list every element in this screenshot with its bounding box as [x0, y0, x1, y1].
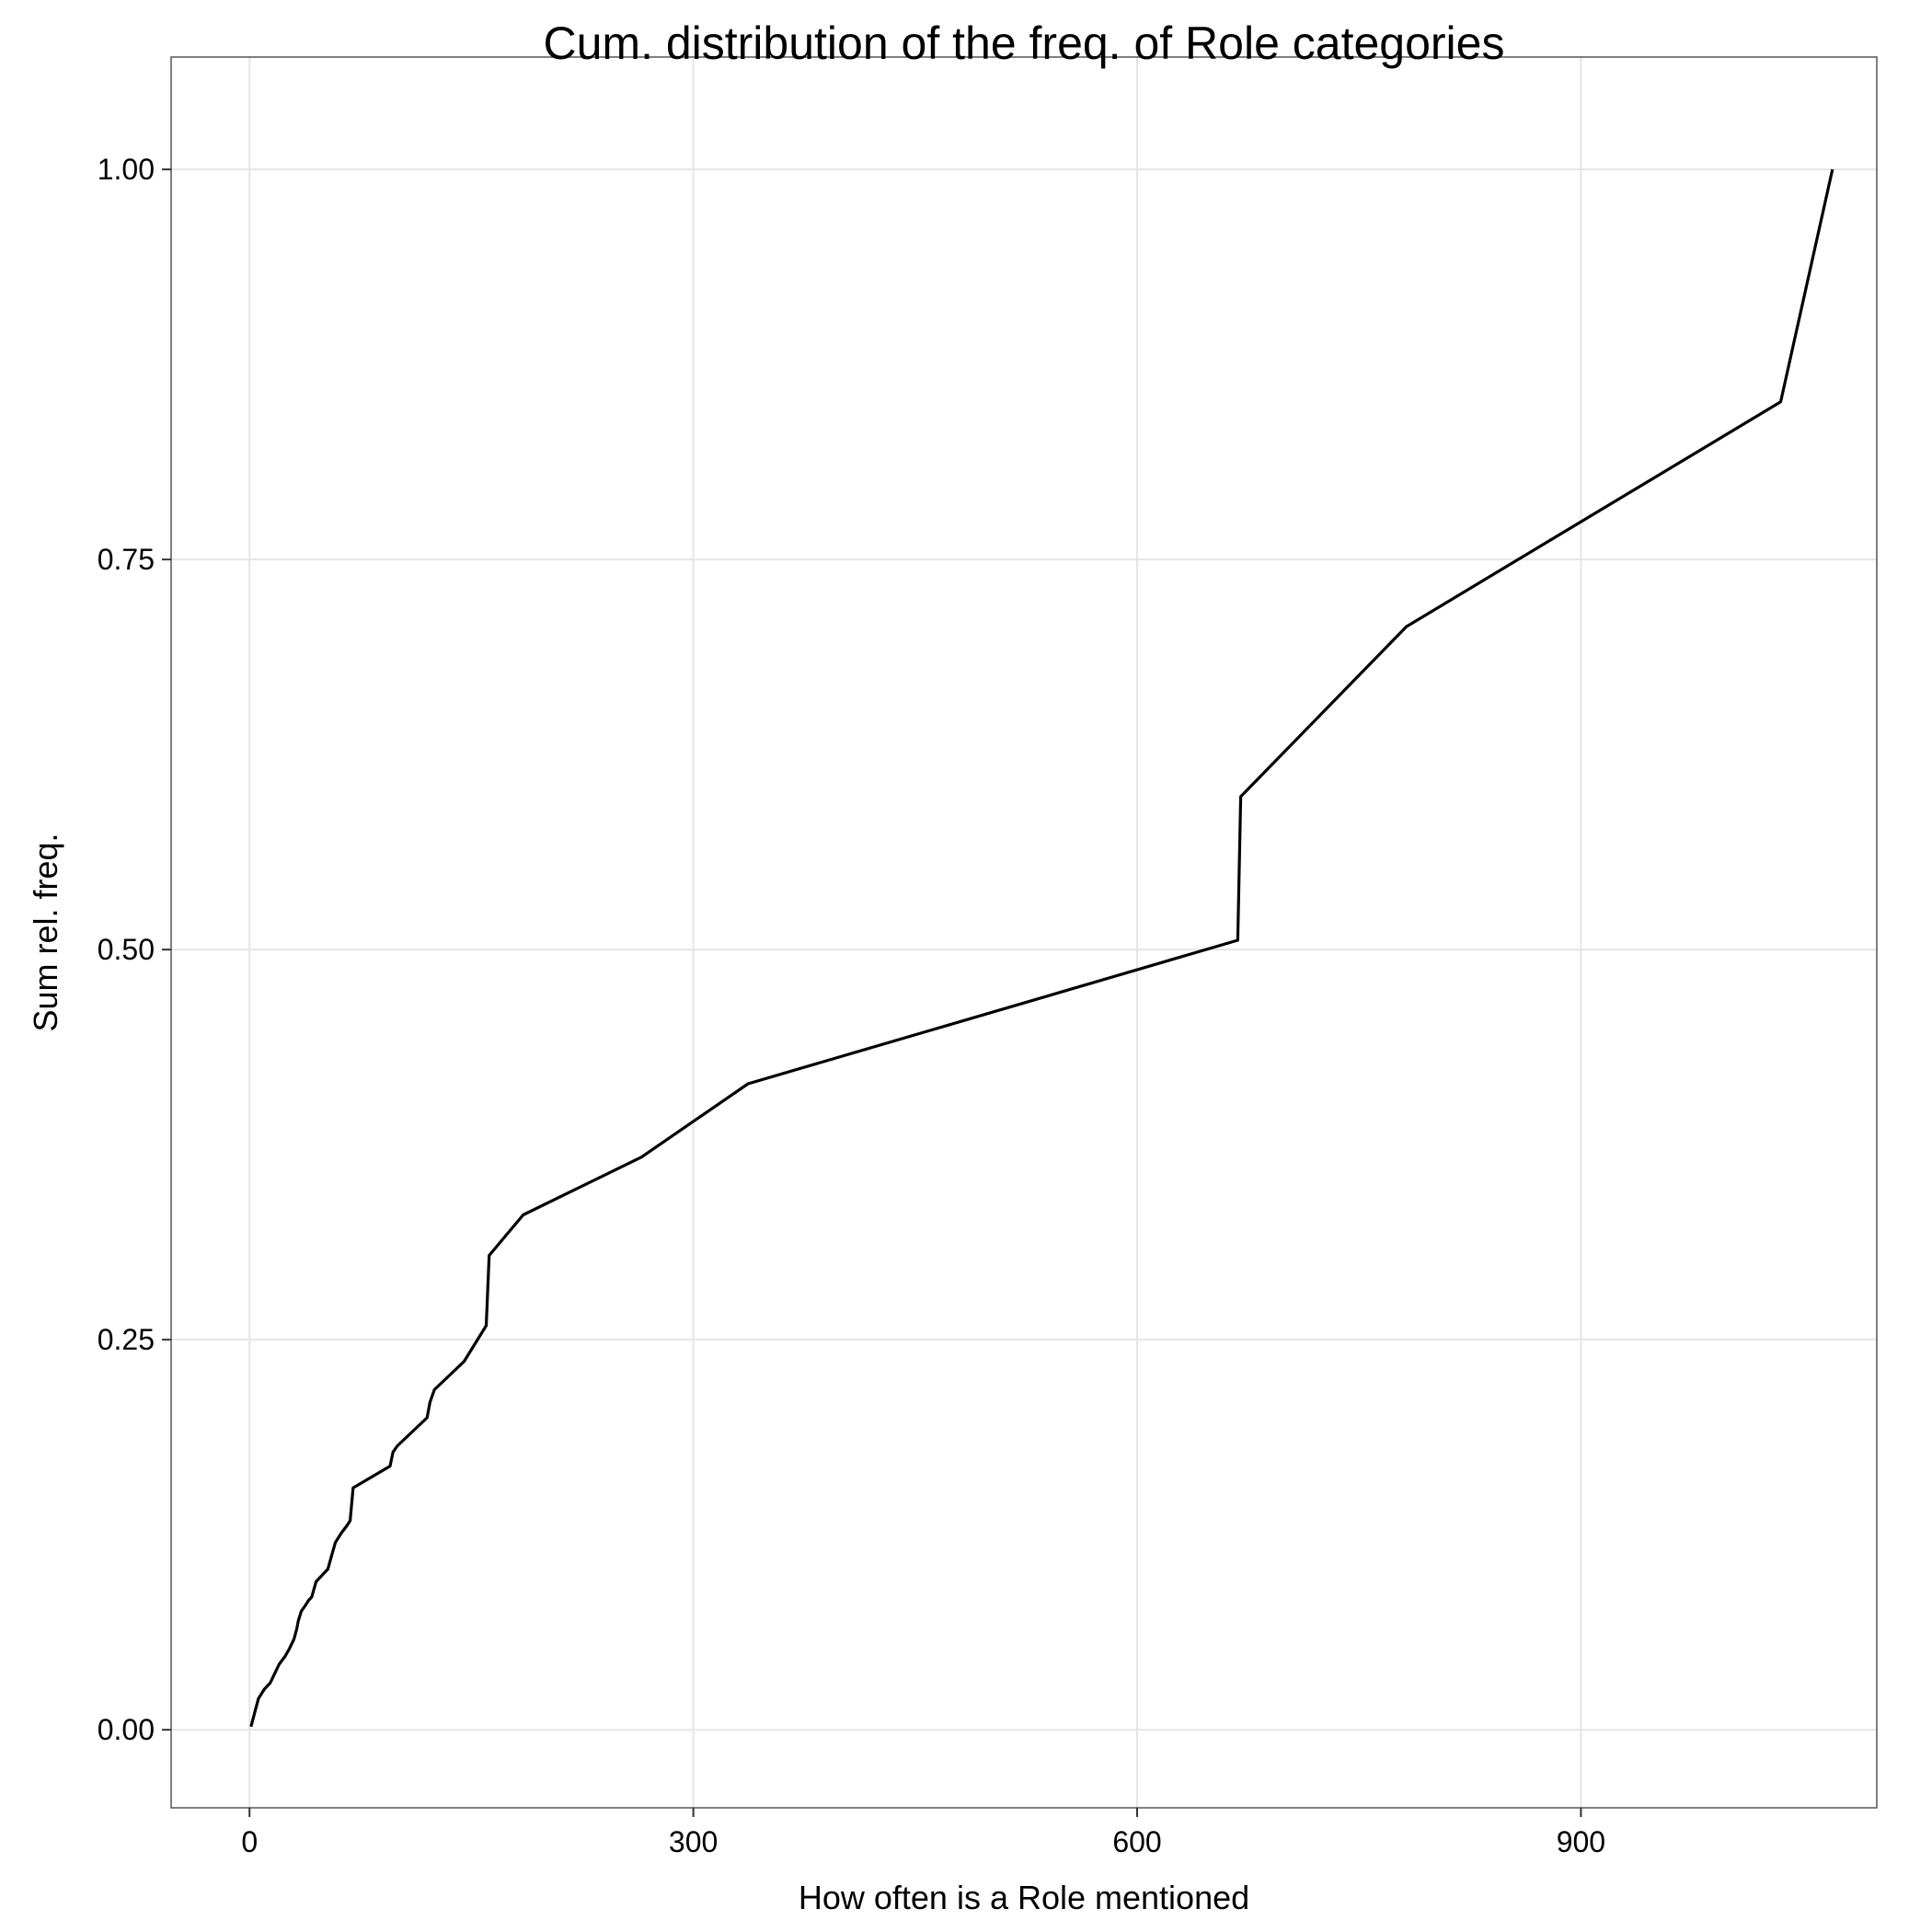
- x-tick-label: 600: [1112, 1825, 1161, 1858]
- x-tick-label: 900: [1557, 1825, 1605, 1858]
- x-tick-label: 300: [669, 1825, 718, 1858]
- y-axis-label: Sum rel. freq.: [27, 833, 64, 1031]
- chart-title: Cum. distribution of the freq. of Role c…: [544, 17, 1505, 69]
- x-tick-label: 0: [241, 1825, 258, 1858]
- y-tick-label: 0.25: [98, 1323, 155, 1356]
- grid: [171, 57, 1877, 1808]
- y-axis-ticks: 0.00 0.25 0.50 0.75 1.00: [98, 153, 171, 1746]
- y-tick-label: 0.00: [98, 1713, 155, 1746]
- x-axis-ticks: 0 300 600 900: [241, 1808, 1605, 1858]
- plot-panel-border: [170, 56, 1878, 1809]
- y-tick-label: 1.00: [98, 153, 155, 186]
- series-line: [249, 168, 1834, 1728]
- series-layer: [249, 168, 1834, 1728]
- y-tick-label: 0.75: [98, 543, 155, 576]
- y-tick-label: 0.50: [98, 933, 155, 966]
- x-axis-label: How often is a Role mentioned: [799, 1879, 1249, 1916]
